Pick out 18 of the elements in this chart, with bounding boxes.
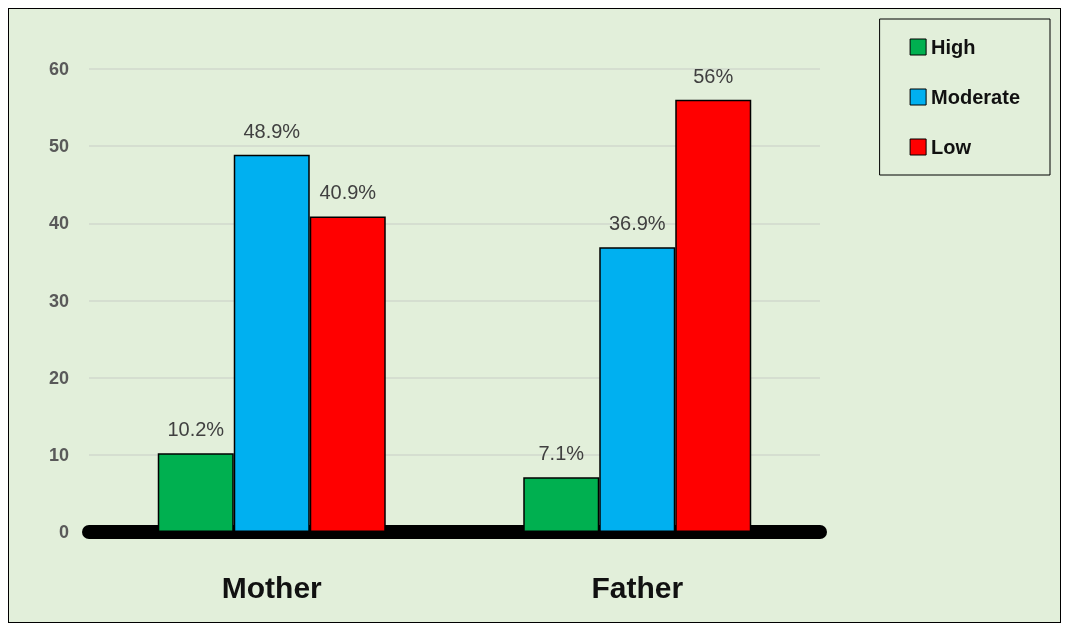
y-tick-label: 20: [48, 367, 69, 388]
legend-label: Moderate: [931, 86, 1020, 108]
y-tick-label: 40: [48, 213, 69, 234]
legend-label: High: [931, 36, 976, 58]
data-label: 40.9%: [319, 181, 377, 204]
legend-label: Low: [931, 136, 972, 158]
y-tick-label: 0: [58, 522, 69, 542]
data-label: 7.1%: [538, 442, 585, 465]
data-label: 10.2%: [167, 418, 225, 441]
data-label: 36.9%: [608, 212, 666, 235]
y-tick-label: 60: [48, 59, 69, 79]
x-tick-label: Father: [591, 570, 684, 604]
data-label: 56%: [693, 64, 734, 87]
y-tick-label: 30: [48, 290, 69, 311]
x-tick-label: Mother: [221, 570, 323, 604]
y-tick-label: 10: [48, 444, 69, 465]
data-label: 48.9%: [243, 119, 301, 142]
y-tick-label: 50: [48, 136, 69, 157]
